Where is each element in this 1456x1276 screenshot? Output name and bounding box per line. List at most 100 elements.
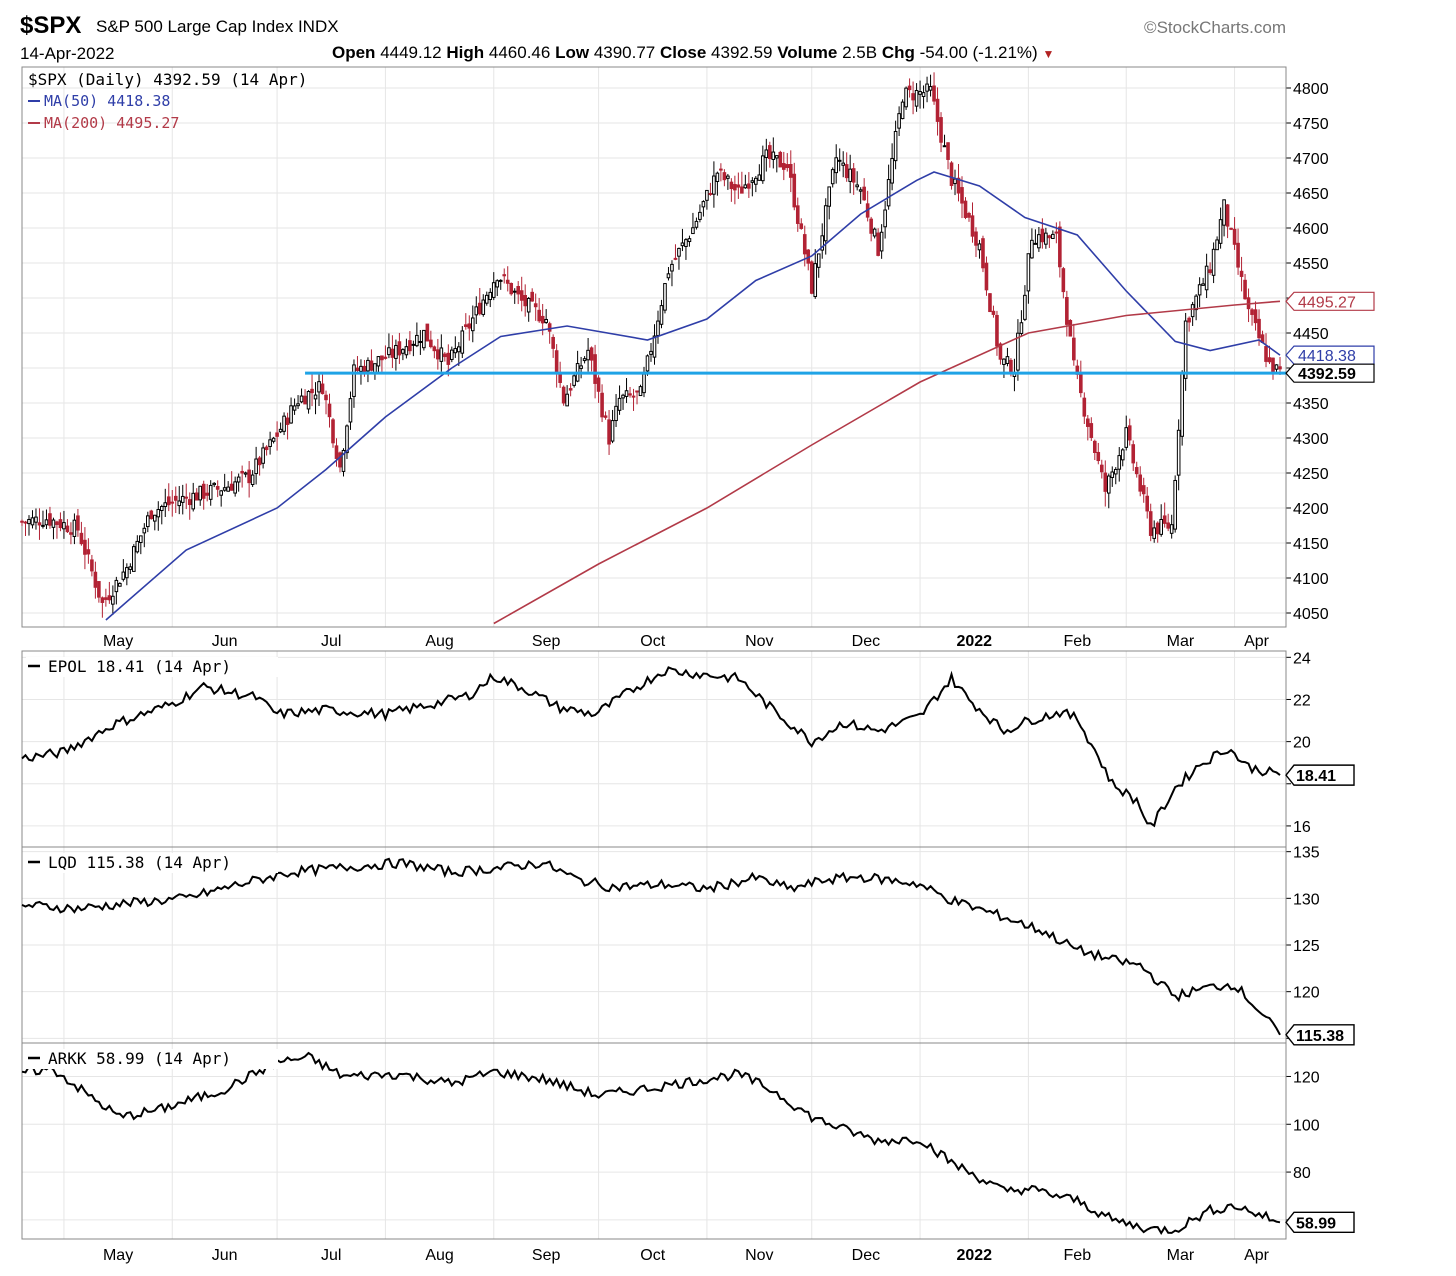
candle-body xyxy=(170,501,175,504)
candle-body xyxy=(977,243,982,251)
candle-body xyxy=(942,145,947,148)
candle-body xyxy=(69,532,73,535)
candle-body xyxy=(984,262,989,291)
legend-bg xyxy=(26,657,278,677)
candle-body xyxy=(1120,449,1125,461)
candle-body xyxy=(481,299,486,315)
candle-body xyxy=(519,290,524,301)
x-tick-label: Feb xyxy=(1064,1247,1092,1264)
candle-body xyxy=(55,521,59,525)
candle-body xyxy=(146,515,150,528)
candle-body xyxy=(1267,357,1272,363)
candle-body xyxy=(516,286,521,295)
candle-body xyxy=(918,91,922,95)
candle-body xyxy=(1243,279,1247,300)
candle-body xyxy=(628,393,632,396)
candle-body xyxy=(775,155,779,159)
candle-body xyxy=(558,372,562,383)
price-legend: $SPX (Daily) 4392.59 (14 Apr) MA(50) 4418… xyxy=(28,70,307,132)
candle-body xyxy=(62,522,66,530)
x-tick-label: May xyxy=(103,1247,133,1264)
candle-body xyxy=(408,340,412,352)
ma50-line xyxy=(105,171,1281,621)
candle-body xyxy=(635,390,639,393)
candle-body xyxy=(848,168,852,182)
candle-body xyxy=(1274,364,1279,370)
candle-body xyxy=(460,330,465,354)
candle-body xyxy=(135,540,140,553)
candle-body xyxy=(589,347,594,361)
candle-body xyxy=(58,519,63,529)
x-tick-label: Sep xyxy=(532,633,561,650)
candle-body xyxy=(967,212,971,218)
price-tag-label: 4418.38 xyxy=(1298,348,1356,365)
candle-body xyxy=(949,162,954,186)
line-series-2 xyxy=(21,857,1281,1036)
y-tick-label: 120 xyxy=(1293,1069,1320,1086)
candle-body xyxy=(1089,423,1094,438)
chart-panel-3: 120 125 130 135 xyxy=(21,845,1320,1044)
candle-body xyxy=(512,290,517,293)
candle-body xyxy=(834,157,839,174)
series-legend-label: EPOL 18.41 (14 Apr) xyxy=(48,657,231,676)
x-tick-label: Nov xyxy=(745,1247,773,1264)
x-tick-label: Apr xyxy=(1244,1247,1270,1264)
candle-body xyxy=(1180,372,1184,437)
candle-body xyxy=(1065,297,1069,325)
candle-body xyxy=(331,419,335,444)
candle-body xyxy=(34,516,38,523)
candle-body xyxy=(324,394,328,401)
candle-body xyxy=(20,520,24,523)
candle-body xyxy=(1190,304,1195,318)
candle-body xyxy=(795,205,800,224)
candle-body xyxy=(366,359,370,372)
candle-body xyxy=(785,164,790,169)
candle-body xyxy=(128,566,133,570)
x-tick-label: Sep xyxy=(532,1247,561,1264)
chg-label: Chg xyxy=(881,43,915,62)
candle-body xyxy=(317,381,321,393)
y-tick-label: 130 xyxy=(1293,891,1320,908)
candle-body xyxy=(921,92,926,98)
candle-body xyxy=(642,373,646,394)
candle-body xyxy=(86,549,91,555)
candle-body xyxy=(1257,318,1261,339)
price-tag-label: 4392.59 xyxy=(1298,366,1356,383)
candle-body xyxy=(900,101,905,120)
last-value-label: 115.38 xyxy=(1296,1028,1344,1045)
close-label: Close xyxy=(660,43,707,62)
chart-panel-1: 4050 4100 4150 4200 4250 4300 4350 4450 4550 4600… xyxy=(21,66,1329,628)
candle-body xyxy=(233,481,237,494)
candle-body xyxy=(394,344,398,359)
candle-body xyxy=(498,279,503,282)
volume-value: 2.5B xyxy=(842,43,878,62)
candle-body xyxy=(404,346,409,356)
candle-body xyxy=(1232,228,1237,245)
candle-body xyxy=(988,293,992,313)
candle-body xyxy=(691,227,695,235)
candle-body xyxy=(107,595,112,601)
y-tick-label: 4150 xyxy=(1293,536,1329,553)
candle-body xyxy=(247,469,251,484)
candle-body xyxy=(121,571,126,580)
ma200-legend-label: MA(200) 4495.27 xyxy=(44,114,179,132)
candle-body xyxy=(341,449,346,472)
candle-body xyxy=(1113,468,1118,475)
candle-body xyxy=(1086,418,1090,427)
brand-label[interactable]: ©StockCharts.com xyxy=(1144,18,1286,37)
chart-date: 14-Apr-2022 xyxy=(20,44,115,63)
candle-body xyxy=(705,189,709,201)
candle-body xyxy=(554,350,559,375)
candle-body xyxy=(603,415,608,418)
chart-panel-2: 16 20 22 24 xyxy=(21,650,1311,848)
candle-body xyxy=(586,349,590,361)
candle-body xyxy=(222,487,227,491)
candle-body xyxy=(261,447,265,464)
candle-body xyxy=(1239,270,1244,277)
candle-body xyxy=(750,180,755,183)
candle-body xyxy=(687,238,692,243)
x-tick-label: May xyxy=(103,633,133,650)
candle-body xyxy=(152,514,157,522)
candle-body xyxy=(166,496,171,506)
